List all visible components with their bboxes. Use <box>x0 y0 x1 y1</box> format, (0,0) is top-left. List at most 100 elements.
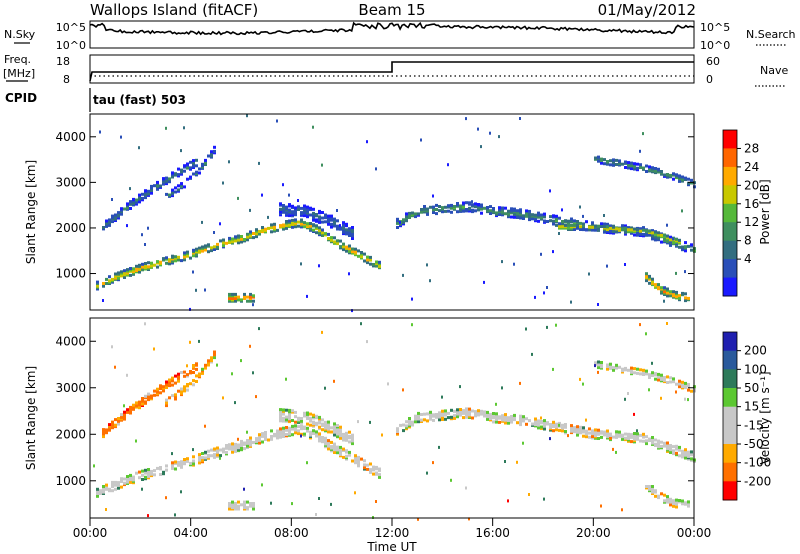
heatmap-cell <box>552 219 555 223</box>
heatmap-cell <box>342 435 345 439</box>
heatmap-cell <box>639 232 642 236</box>
velocity-colorbar-label: Velocity [m s⁻¹] <box>758 371 772 464</box>
heatmap-cell <box>663 299 665 303</box>
heatmap-cell <box>321 428 324 432</box>
heatmap-cell <box>636 367 639 371</box>
heatmap-cell <box>423 205 426 208</box>
heatmap-cell <box>246 299 249 303</box>
heatmap-cell <box>318 226 321 230</box>
heatmap-cell <box>651 166 654 170</box>
heatmap-cell <box>645 275 648 278</box>
heatmap-cell <box>360 457 363 461</box>
heatmap-cell <box>579 225 582 229</box>
heatmap-cell <box>138 193 141 197</box>
heatmap-cell <box>285 415 288 419</box>
heatmap-cell <box>237 443 240 447</box>
heatmap-cell <box>519 418 522 422</box>
heatmap-cell <box>582 426 585 430</box>
heatmap-cell <box>195 170 198 174</box>
nsky-trace <box>89 21 695 36</box>
heatmap-cell <box>369 470 372 474</box>
heatmap-cell <box>162 177 165 181</box>
heatmap-cell <box>552 222 555 226</box>
heatmap-cell <box>192 459 195 463</box>
heatmap-cell <box>237 238 240 242</box>
heatmap-cell <box>402 429 405 433</box>
heatmap-cell <box>666 500 669 504</box>
heatmap-cell <box>339 425 342 429</box>
heatmap-cell <box>543 212 546 216</box>
heatmap-cell <box>468 410 471 414</box>
heatmap-cell <box>642 439 645 443</box>
colorbar-segment <box>723 240 737 260</box>
heatmap-cell <box>663 237 666 241</box>
heatmap-cell <box>645 372 648 376</box>
heatmap-cell <box>261 440 264 444</box>
heatmap-cell <box>180 168 183 172</box>
heatmap-cell <box>171 175 174 179</box>
heatmap-cell <box>666 234 669 238</box>
heatmap-cell <box>132 406 135 410</box>
heatmap-cell <box>642 373 645 376</box>
heatmap-cell <box>273 222 276 226</box>
heatmap-cell <box>270 226 273 230</box>
heatmap-cell <box>144 196 147 200</box>
heatmap-cell <box>618 434 621 438</box>
heatmap-cell <box>618 227 621 231</box>
heatmap-cell <box>294 218 297 222</box>
heatmap-cell <box>396 221 399 225</box>
heatmap-cell <box>189 461 192 465</box>
heatmap-cell <box>309 222 312 225</box>
time-axis: 00:00 04:00 08:00 12:00 16:00 20:00 00:00 <box>73 518 711 540</box>
heatmap-cell <box>297 205 300 209</box>
heatmap-cell <box>129 480 132 484</box>
heatmap-cell <box>480 412 483 416</box>
heatmap-cell <box>105 508 107 511</box>
heatmap-cell <box>636 162 639 166</box>
heatmap-cell <box>636 437 639 441</box>
heatmap-cell <box>627 166 630 170</box>
heatmap-cell <box>234 239 237 243</box>
heatmap-cell <box>663 499 666 503</box>
heatmap-cell <box>678 238 681 242</box>
heatmap-cell <box>627 392 629 395</box>
heatmap-cell <box>468 517 470 521</box>
heatmap-cell <box>468 201 471 205</box>
heatmap-cell <box>564 219 567 223</box>
heatmap-cell <box>189 160 192 164</box>
heatmap-cell <box>462 409 465 413</box>
heatmap-cell <box>657 285 660 289</box>
heatmap-cell <box>174 397 177 401</box>
heatmap-cell <box>645 229 648 233</box>
heatmap-cell <box>600 363 603 367</box>
colorbar-segment <box>723 148 737 168</box>
heatmap-cell <box>654 233 657 237</box>
heatmap-cell <box>648 233 651 237</box>
heatmap-cell <box>660 286 663 290</box>
heatmap-cell <box>597 228 600 232</box>
heatmap-cell <box>579 377 581 381</box>
heatmap-cell <box>504 212 507 216</box>
heatmap-cell <box>204 244 207 248</box>
heatmap-cell <box>684 381 687 385</box>
heatmap-cell <box>630 366 633 370</box>
heatmap-cell <box>522 217 525 220</box>
heatmap-cell <box>300 424 303 428</box>
heatmap-cell <box>177 372 180 376</box>
heatmap-cell <box>327 222 330 226</box>
heatmap-cell <box>318 231 321 235</box>
nsearch-tick-top: 10^5 <box>700 21 730 34</box>
heatmap-cell <box>126 268 129 272</box>
heatmap-cell <box>147 189 150 193</box>
heatmap-cell <box>291 204 294 208</box>
heatmap-cell <box>333 425 336 429</box>
heatmap-cell <box>141 192 144 196</box>
heatmap-cell <box>102 489 105 493</box>
heatmap-cell <box>303 211 306 215</box>
heatmap-cell <box>438 411 441 415</box>
heatmap-cell <box>438 445 440 449</box>
heatmap-cell <box>117 276 120 280</box>
heatmap-cell <box>252 299 255 303</box>
heatmap-cell <box>243 441 246 445</box>
heatmap-cell <box>171 191 174 195</box>
